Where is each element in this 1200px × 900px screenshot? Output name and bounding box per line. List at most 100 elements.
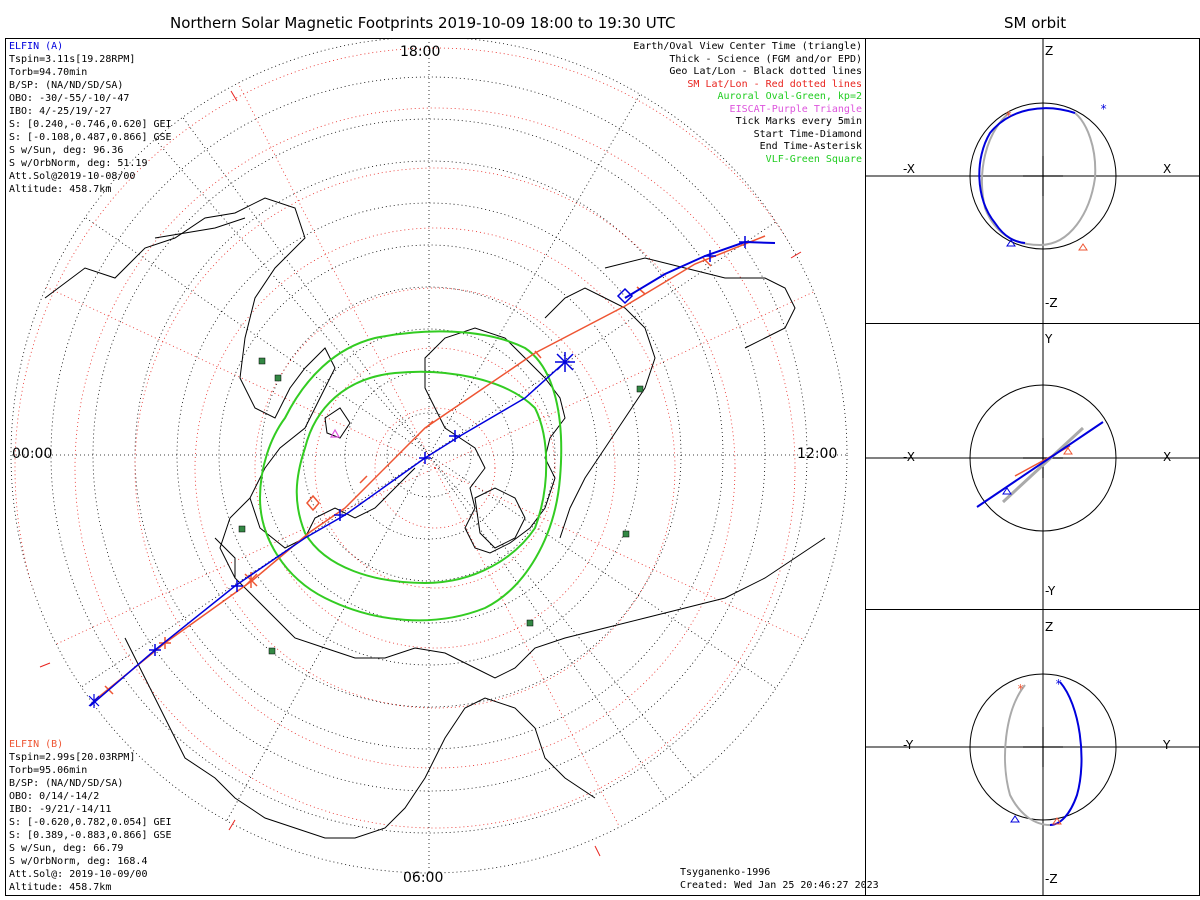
orbit-plot-xz: * * — [865, 38, 1200, 324]
elfin-b-line: Altitude: 458.7km — [9, 882, 112, 893]
legend-entry: Geo Lat/Lon - Black dotted lines — [669, 66, 862, 77]
elfin-a-start-asterisk — [88, 694, 100, 708]
legend-entry: EISCAT-Purple Triangle — [729, 103, 862, 115]
orbit-xz-right: X — [1163, 162, 1172, 176]
auroral-ovals — [258, 330, 563, 622]
sm-edge-ticks — [39, 90, 802, 857]
elfin-a-line: S: [0.240,-0.746,0.620] GEI — [9, 119, 172, 130]
elfin-b-line: IBO: -9/21/-14/11 — [9, 804, 112, 815]
orbit-b-triangle — [1063, 447, 1073, 455]
elfin-a-line: IBO: 4/-25/19/-27 — [9, 106, 112, 117]
created-label: Created: Wed Jan 25 20:46:27 2023 — [680, 880, 879, 891]
elfin-a-line: S: [-0.108,0.487,0.866] GSE — [9, 132, 172, 143]
orbit-panel-xz: * * Z -Z -X X — [865, 38, 1200, 324]
elfin-b-track — [94, 235, 766, 701]
elfin-a-line: S w/Sun, deg: 96.36 — [9, 145, 124, 156]
legend-entry: Start Time-Diamond — [753, 128, 862, 140]
hour-label-bottom: 06:00 — [403, 870, 444, 886]
elfin-a-line: B/SP: (NA/ND/SD/SA) — [9, 80, 124, 91]
eiscat-triangle — [329, 428, 341, 438]
orbit-b-path — [1004, 684, 1051, 826]
legend-entry: VLF-Green Square — [765, 153, 862, 165]
elfin-a-line: Torb=94.70min — [9, 67, 88, 78]
vlf-square — [258, 357, 266, 365]
elfin-a-start-diamond — [616, 287, 634, 305]
hour-label-top: 18:00 — [400, 44, 441, 60]
hour-label-right: 12:00 — [797, 446, 838, 462]
orbit-a-asterisk: * — [1055, 677, 1062, 691]
elfin-b-info: ELFIN (B) Tspin=2.99s[20.03RPM] Torb=95.… — [9, 738, 172, 894]
legend-entry: End Time-Asterisk — [759, 141, 862, 152]
orbit-xy-left: -X — [903, 450, 915, 464]
orbit-a-path — [978, 107, 1076, 244]
orbit-yz-left: -Y — [903, 738, 914, 752]
vlf-square — [268, 647, 276, 655]
legend-entry: Tick Marks every 5min — [735, 116, 862, 127]
elfin-b-line: S w/OrbNorm, deg: 168.4 — [9, 856, 148, 867]
vlf-markers — [238, 357, 644, 655]
orbit-xz-left: -X — [903, 162, 915, 176]
elfin-b-start-diamond — [306, 494, 320, 512]
orbit-b-asterisk: * — [1017, 682, 1024, 696]
legend-entry: SM Lat/Lon - Red dotted lines — [687, 78, 862, 90]
elfin-b-line: Tspin=2.99s[20.03RPM] — [9, 752, 136, 763]
orbit-a-triangle — [1010, 815, 1020, 823]
orbit-yz-bottom: -Z — [1045, 872, 1058, 886]
orbit-plot-xy — [865, 324, 1200, 610]
auroral-oval-outer — [258, 330, 563, 622]
orbit-b-triangle — [1052, 817, 1062, 825]
orbit-panel-xy: Y -Y -X X — [865, 324, 1200, 610]
orbit-b-triangle — [1078, 243, 1088, 251]
elfin-a-line: Att.Sol@2019-10-08/00 — [9, 171, 136, 182]
orbit-xz-bottom: -Z — [1045, 296, 1058, 310]
orbit-a-triangle — [1002, 487, 1012, 495]
orbit-yz-top: Z — [1045, 620, 1054, 634]
elfin-a-end-asterisk — [555, 352, 575, 372]
main-title: Northern Solar Magnetic Footprints 2019-… — [170, 14, 676, 32]
elfin-b-line: B/SP: (NA/ND/SD/SA) — [9, 778, 124, 789]
sm-lon-lines — [11, 38, 847, 873]
auroral-oval-inner — [295, 370, 548, 585]
legend-entry: Earth/Oval View Center Time (triangle) — [633, 41, 862, 52]
sm-lat-circles — [14, 47, 847, 873]
elfin-b-line: S w/Sun, deg: 66.79 — [9, 843, 124, 854]
polar-map — [10, 38, 848, 874]
vlf-square — [622, 530, 630, 538]
legend: Earth/Oval View Center Time (triangle) T… — [560, 41, 862, 171]
orbit-yz-right: Y — [1163, 738, 1171, 752]
elfin-a-line: OBO: -30/-55/-10/-47 — [9, 93, 130, 104]
orbit-a-triangle — [1006, 239, 1016, 247]
orbit-a-asterisk: * — [1100, 102, 1107, 116]
elfin-a-track — [89, 236, 776, 707]
legend-entry: Thick - Science (FGM and/or EPD) — [669, 53, 862, 65]
vlf-square — [274, 374, 282, 382]
orbit-xy-right: X — [1163, 450, 1172, 464]
orbit-xy-top: Y — [1045, 332, 1053, 346]
hour-label-left: 00:00 — [12, 446, 53, 462]
orbit-a-path — [976, 421, 1104, 508]
orbit-panel-yz: * * Z -Z -Y Y — [865, 610, 1200, 896]
side-title: SM orbit — [1004, 14, 1067, 32]
elfin-b-name: ELFIN (B) — [9, 739, 64, 750]
elfin-b-line: Att.Sol@: 2019-10-09/00 — [9, 869, 148, 880]
legend-entry: Auroral Oval-Green, kp=2 — [717, 91, 863, 102]
vlf-square — [526, 619, 534, 627]
orbit-a-path — [1049, 681, 1083, 826]
model-label: Tsyganenko-1996 — [680, 867, 771, 878]
orbit-plot-yz: * * — [865, 610, 1200, 896]
orbit-xz-top: Z — [1045, 44, 1054, 58]
orbit-b-path — [1001, 426, 1085, 504]
elfin-b-line: Torb=95.06min — [9, 765, 88, 776]
vlf-square — [238, 525, 246, 533]
orbit-b-path — [981, 111, 1097, 247]
orbit-b-asterisk: * — [1005, 109, 1012, 123]
elfin-b-line: S: [-0.620,0.782,0.054] GEI — [9, 817, 172, 828]
vlf-square — [636, 385, 644, 393]
elfin-a-info: ELFIN (A) Tspin=3.11s[19.28RPM] Torb=94.… — [9, 40, 172, 196]
elfin-a-line: S w/OrbNorm, deg: 51.19 — [9, 158, 148, 169]
elfin-b-line: OBO: 0/14/-14/2 — [9, 791, 100, 802]
elfin-a-line: Tspin=3.11s[19.28RPM] — [9, 54, 136, 65]
orbit-xy-bottom: -Y — [1045, 584, 1056, 598]
elfin-a-line: Altitude: 458.7km — [9, 184, 112, 195]
elfin-a-name: ELFIN (A) — [9, 41, 64, 52]
